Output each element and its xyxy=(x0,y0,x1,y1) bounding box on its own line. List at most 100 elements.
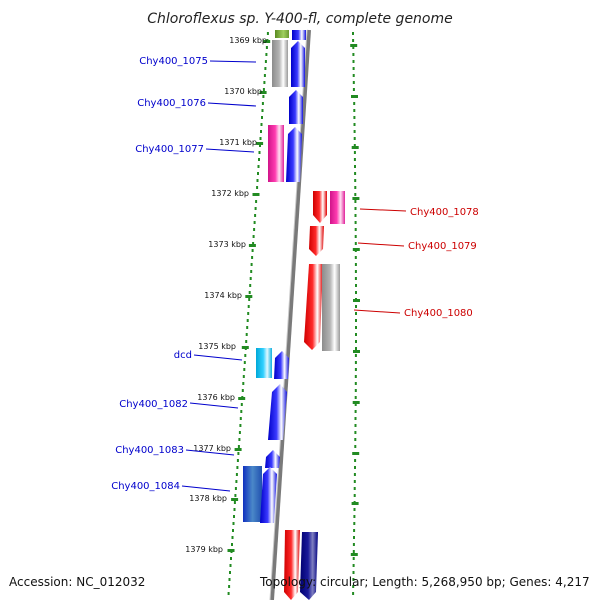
ruler-tick xyxy=(235,473,238,476)
ruler-tick xyxy=(235,480,238,483)
ruler-tick xyxy=(352,60,355,63)
ruler-tick xyxy=(265,46,268,49)
ruler-tick xyxy=(354,172,357,175)
gene-label[interactable]: dcd xyxy=(174,350,192,361)
gene-chy400-1082-blue xyxy=(268,384,287,440)
ruler-tick xyxy=(233,515,235,518)
ruler-tick xyxy=(266,32,269,35)
gene-chy400-1080-red xyxy=(304,264,323,350)
ruler-tick xyxy=(355,333,357,336)
gene-label-leaders xyxy=(181,60,407,492)
gene-chy400-1084-teal xyxy=(243,466,262,522)
ruler-tick xyxy=(240,403,243,406)
ruler-tick xyxy=(354,221,357,224)
ruler-tick xyxy=(241,389,244,392)
ruler-tick xyxy=(354,368,357,371)
gene-label[interactable]: Chy400_1079 xyxy=(408,241,477,252)
ruler-tick xyxy=(253,221,256,224)
gene-label[interactable]: Chy400_1080 xyxy=(404,308,473,319)
gene-label[interactable]: Chy400_1082 xyxy=(119,399,188,410)
ruler-tick xyxy=(253,228,256,231)
ruler-tick xyxy=(355,291,357,294)
ruler-tick xyxy=(355,312,357,315)
ruler-tick xyxy=(352,564,355,567)
ruler-tick xyxy=(248,298,251,301)
ruler-tick xyxy=(352,557,355,560)
ruler-tick xyxy=(354,165,356,168)
kbp-label: 1378 kbp xyxy=(189,494,227,503)
topology-text: Topology: circular; Length: 5,268,950 bp… xyxy=(259,575,590,589)
ruler-tick xyxy=(258,158,260,161)
ruler-tick xyxy=(352,32,354,35)
ruler-tick xyxy=(245,333,248,336)
ruler-tick xyxy=(354,410,357,413)
ruler-major-tick xyxy=(241,346,249,349)
ruler-tick xyxy=(242,375,245,378)
ruler-tick xyxy=(353,529,356,532)
gene-label[interactable]: Chy400_1077 xyxy=(135,144,204,155)
gene-label[interactable]: Chy400_1084 xyxy=(111,481,180,492)
ruler-tick xyxy=(354,361,357,364)
ruler-tick xyxy=(260,123,263,126)
kbp-label: 1375 kbp xyxy=(198,342,236,351)
ruler-tick xyxy=(352,543,355,546)
ruler-tick xyxy=(354,459,357,462)
gene-label[interactable]: Chy400_1076 xyxy=(137,98,206,109)
gene-label[interactable]: Chy400_1078 xyxy=(410,207,479,218)
ruler-tick xyxy=(244,354,247,357)
ruler-tick xyxy=(354,242,357,245)
ruler-tick xyxy=(240,410,243,413)
ruler-tick xyxy=(353,130,356,133)
kbp-label: 1374 kbp xyxy=(204,291,242,300)
ruler-tick xyxy=(353,494,356,497)
ruler-tick xyxy=(352,88,355,91)
kbp-label: 1370 kbp xyxy=(224,87,262,96)
gene-leader-line xyxy=(181,485,231,492)
gene-chy400-1078-red xyxy=(313,191,327,223)
ruler-tick xyxy=(353,487,356,490)
ruler-tick xyxy=(353,151,356,154)
ruler-major-tick xyxy=(353,350,360,353)
ruler-major-tick xyxy=(351,146,359,149)
map-title: Chloroflexus sp. Y-400-fl, complete geno… xyxy=(147,11,453,27)
gene-feature-bottom-red xyxy=(284,530,300,600)
ruler-tick xyxy=(234,487,237,490)
ruler-tick xyxy=(246,319,249,322)
ruler-tick xyxy=(353,473,356,476)
ruler-tick xyxy=(352,53,355,56)
kbp-label: 1372 kbp xyxy=(211,189,249,198)
ruler-tick xyxy=(355,340,357,343)
gene-leader-line xyxy=(353,309,401,314)
ruler-major-tick xyxy=(234,448,242,451)
ruler-tick xyxy=(352,578,355,581)
ruler-tick xyxy=(256,186,259,189)
ruler-major-tick xyxy=(351,502,359,505)
ruler-tick xyxy=(259,144,261,147)
ruler-outer-ticks xyxy=(350,32,360,595)
ruler-tick xyxy=(354,277,357,280)
gene-label[interactable]: Chy400_1075 xyxy=(139,56,208,67)
ruler-tick xyxy=(263,74,266,77)
ruler-tick xyxy=(352,571,355,574)
ruler-tick xyxy=(354,424,357,427)
kbp-label: 1376 kbp xyxy=(197,393,235,402)
genome-backbone xyxy=(270,29,311,600)
ruler-major-tick xyxy=(256,142,264,145)
gene-leader-line xyxy=(357,242,405,247)
ruler-tick xyxy=(353,137,356,140)
ruler-tick xyxy=(353,480,356,483)
ruler-tick xyxy=(353,116,356,119)
ruler-tick xyxy=(248,291,251,294)
ruler-tick xyxy=(354,228,357,231)
gene-label[interactable]: Chy400_1083 xyxy=(115,445,184,456)
ruler-major-tick xyxy=(352,452,360,455)
gene-chy400-1084-blue xyxy=(260,467,277,523)
ruler-tick xyxy=(247,305,250,308)
ruler-tick xyxy=(250,263,253,266)
ruler-tick xyxy=(354,354,357,357)
gene-chy400-1076-blue xyxy=(289,90,303,124)
gene-dcd-blue xyxy=(274,351,289,379)
ruler-major-tick xyxy=(263,40,271,43)
ruler-tick xyxy=(243,361,246,364)
ruler-tick xyxy=(354,207,357,210)
